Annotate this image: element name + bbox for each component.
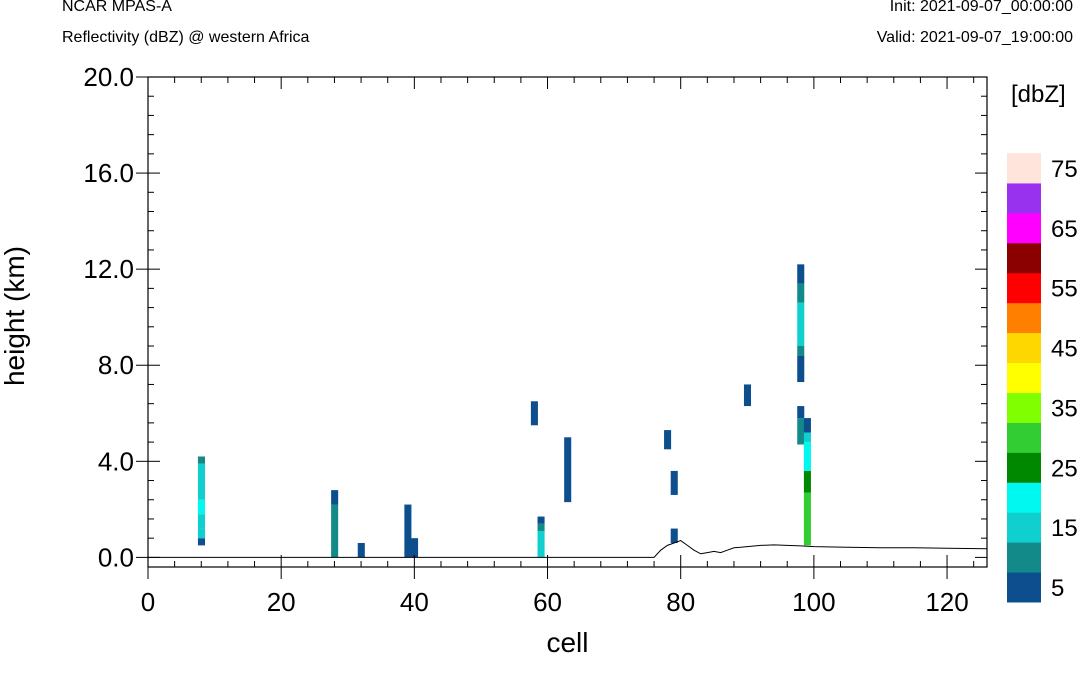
reflectivity-cell xyxy=(803,492,811,546)
colorbar-tick-label: 5 xyxy=(1051,575,1064,602)
x-tick-label: 0 xyxy=(141,587,155,617)
reflectivity-cell xyxy=(797,406,805,419)
colorbar-swatch xyxy=(1007,452,1041,483)
reflectivity-cell xyxy=(670,528,678,543)
reflectivity-cell xyxy=(797,418,805,445)
colorbar-unit-label: [dbZ] xyxy=(1011,81,1066,108)
colorbar-tick-label: 15 xyxy=(1051,515,1078,542)
colorbar-swatch xyxy=(1007,212,1041,244)
reflectivity-cell xyxy=(670,470,678,495)
reflectivity-cell xyxy=(797,302,805,347)
colorbar-tick-label: 45 xyxy=(1051,336,1078,363)
valid-time: Valid: 2021-09-07_19:00:00 xyxy=(876,29,1073,46)
x-tick-label: 100 xyxy=(792,587,835,617)
reflectivity-cell xyxy=(197,456,205,464)
reflectivity-cell xyxy=(530,401,538,426)
colorbar-swatch xyxy=(1007,332,1041,364)
reflectivity-cell xyxy=(743,384,752,407)
reflectivity-cell xyxy=(803,418,811,433)
reflectivity-cell xyxy=(537,530,545,558)
reflectivity-cell xyxy=(537,523,545,531)
reflectivity-cell xyxy=(803,432,811,443)
colorbar-swatch xyxy=(1007,242,1041,274)
x-tick-label: 20 xyxy=(267,587,296,617)
model-title: NCAR MPAS-A xyxy=(62,0,172,15)
reflectivity-cell xyxy=(197,463,205,500)
x-tick-label: 40 xyxy=(400,587,429,617)
reflectivity-cell xyxy=(357,542,365,558)
colorbar-swatch xyxy=(1007,182,1041,214)
colorbar-tick-label: 75 xyxy=(1051,156,1078,183)
colorbar-swatch xyxy=(1007,362,1041,393)
colorbar-swatch xyxy=(1007,302,1041,334)
reflectivity-cell xyxy=(564,437,572,503)
colorbar-tick-label: 55 xyxy=(1051,276,1078,303)
reflectivity-cell xyxy=(331,504,339,558)
colorbar-tick-label: 25 xyxy=(1051,455,1078,482)
colorbar-swatch xyxy=(1007,512,1041,543)
y-tick-label: 0.0 xyxy=(98,542,134,572)
reflectivity-cell xyxy=(797,264,805,284)
colorbar-swatch xyxy=(1007,542,1041,573)
x-tick-label: 120 xyxy=(925,587,968,617)
colorbar-swatch xyxy=(1007,153,1041,184)
reflectivity-cell xyxy=(537,516,545,524)
reflectivity-cell xyxy=(197,514,205,529)
reflectivity-cell xyxy=(803,442,811,471)
y-tick-label: 12.0 xyxy=(83,254,134,284)
reflectivity-cell xyxy=(197,499,205,515)
y-tick-label: 8.0 xyxy=(98,350,134,380)
reflectivity-cell xyxy=(411,538,419,558)
reflectivity-cell xyxy=(803,470,811,493)
colorbar-swatch xyxy=(1007,392,1041,423)
reflectivity-cell xyxy=(797,283,805,303)
reflectivity-cell xyxy=(797,355,805,383)
x-tick-label: 60 xyxy=(533,587,562,617)
colorbar-swatch xyxy=(1007,482,1041,513)
terrain-line xyxy=(148,540,988,558)
colorbar-swatch xyxy=(1007,572,1041,603)
y-tick-label: 20.0 xyxy=(83,62,134,92)
reflectivity-cell xyxy=(797,346,805,356)
reflectivity-cell xyxy=(664,430,672,450)
reflectivity-cell xyxy=(404,504,412,558)
init-time: Init: 2021-09-07_00:00:00 xyxy=(889,0,1073,15)
plot-frame xyxy=(147,76,988,568)
y-tick-label: 16.0 xyxy=(83,158,134,188)
colorbar-swatch xyxy=(1007,422,1041,453)
reflectivity-cell xyxy=(331,490,339,505)
colorbar-tick-label: 65 xyxy=(1051,216,1078,243)
x-axis-label: cell xyxy=(546,627,589,658)
x-tick-label: 80 xyxy=(666,587,695,617)
field-subtitle: Reflectivity (dBZ) @ western Africa xyxy=(62,29,310,46)
colorbar-tick-label: 35 xyxy=(1051,395,1078,422)
y-tick-label: 4.0 xyxy=(98,446,134,476)
colorbar-swatch xyxy=(1007,272,1041,304)
reflectivity-cell xyxy=(197,528,205,539)
reflectivity-cell xyxy=(197,538,205,546)
y-axis-label: height (km) xyxy=(0,245,30,387)
